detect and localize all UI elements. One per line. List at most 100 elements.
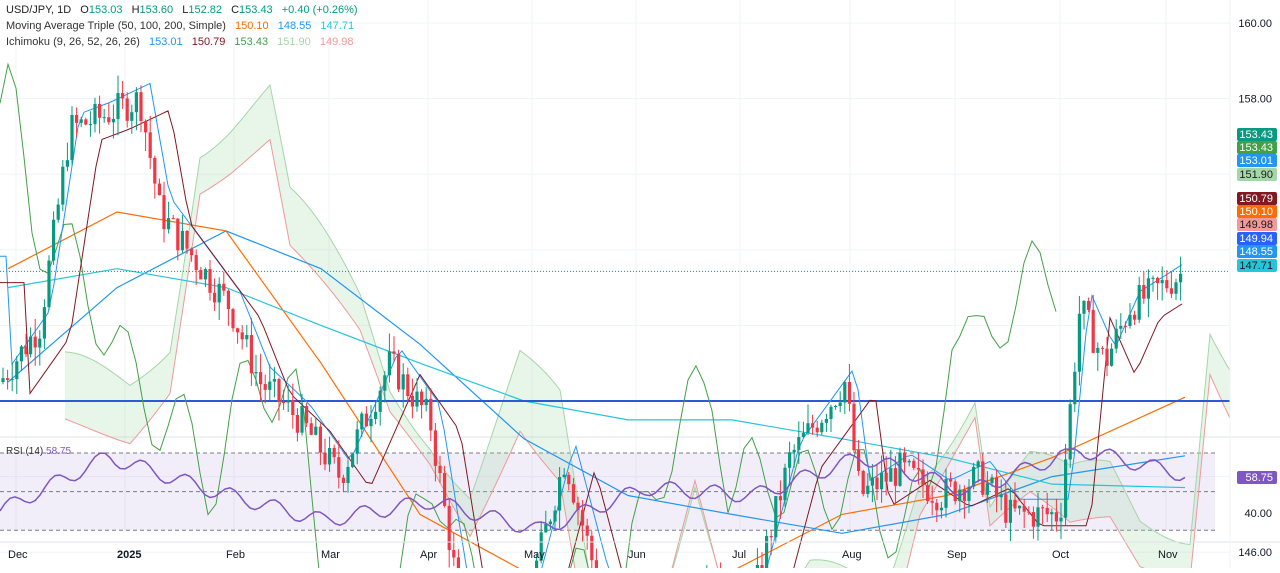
time-axis-label: May (524, 549, 545, 561)
candle-body (884, 472, 888, 482)
candle-body (778, 496, 782, 501)
candle-body (213, 292, 217, 303)
candle-body (167, 218, 171, 230)
candle-body (1096, 347, 1100, 353)
candle-body (1142, 285, 1146, 299)
candle-body (852, 403, 856, 451)
candle-body (185, 230, 189, 249)
rsi-legend: RSI (14) 58.75 (6, 446, 71, 457)
rsi-badge-value: 58.75 (1245, 472, 1273, 484)
rsi-value: 58.75 (46, 446, 72, 457)
candle-body (433, 430, 437, 466)
candle-body (387, 351, 391, 376)
time-axis-label: Apr (420, 549, 437, 561)
candle-body (364, 413, 368, 427)
candle-body (374, 411, 378, 419)
lagging-value: 153.43 (234, 36, 269, 48)
candle-body (1013, 499, 1017, 509)
candle-body (935, 502, 939, 511)
candle-body (1064, 459, 1068, 518)
candle-body (61, 166, 65, 205)
candle-body (111, 118, 115, 123)
candle-body (1027, 511, 1031, 513)
candle-body (323, 452, 327, 465)
candle-body (102, 117, 106, 119)
time-axis-label: Sep (947, 549, 967, 561)
candle-body (38, 338, 42, 348)
candle-body (893, 468, 897, 486)
candle-body (443, 473, 447, 506)
candle-body (544, 524, 548, 533)
symbol-legend: USD/JPY, 1D O153.03 H153.60 L152.82 C153… (6, 3, 364, 17)
time-axis-label: Jun (628, 549, 646, 561)
candle-body (985, 483, 989, 495)
rsi-line (0, 448, 1186, 533)
candle-body (1045, 507, 1049, 515)
time-axis-label: Dec (8, 549, 28, 561)
price-badge-value: 153.43 (1239, 129, 1273, 141)
candle-body (1146, 278, 1150, 299)
candle-body (300, 406, 304, 433)
candle-body (6, 378, 10, 381)
candle-body (337, 457, 341, 478)
candle-body (47, 260, 51, 308)
candle-body (360, 413, 364, 430)
candle-body (318, 426, 322, 453)
candle-body (24, 346, 28, 355)
rsi-badge (1237, 471, 1277, 484)
candle-body (1165, 280, 1169, 289)
candle-body (56, 204, 60, 220)
candle-body (125, 98, 129, 121)
candle-body (944, 479, 948, 508)
candle-body (65, 160, 69, 167)
candle-body (811, 423, 815, 428)
candle-body (447, 505, 451, 551)
candle-body (84, 119, 88, 125)
candle-body (1054, 512, 1058, 522)
candle-body (1169, 288, 1173, 294)
candle-body (351, 453, 355, 467)
candle-body (314, 426, 318, 435)
candle-body (130, 112, 134, 121)
ma200-value: 147.71 (320, 20, 355, 32)
ichimoku-span-a (64, 83, 1231, 573)
candle-body (999, 494, 1003, 498)
price-badge-value: 153.01 (1239, 155, 1273, 167)
candle-body (282, 402, 286, 404)
candle-body (378, 390, 382, 412)
candle-body (834, 406, 838, 408)
candle-body (866, 485, 870, 494)
candle-body (88, 124, 92, 126)
candle-body (452, 550, 456, 558)
candle-body (305, 406, 309, 424)
price-badge (1237, 232, 1277, 245)
candle-body (535, 560, 539, 573)
candle-body (42, 307, 46, 339)
candle-body (134, 92, 138, 113)
candle-body (1008, 499, 1012, 523)
candle-body (788, 452, 792, 468)
candle-body (291, 400, 295, 416)
candle-body (585, 525, 589, 536)
candle-body (217, 283, 221, 303)
ma100-value: 148.55 (277, 20, 312, 32)
candle-body (277, 379, 281, 403)
candle-body (861, 470, 865, 494)
close-value: C153.43 (231, 4, 273, 16)
candle-body (907, 460, 911, 463)
candle-body (236, 328, 240, 333)
candle-body (415, 391, 419, 407)
candle-body (139, 92, 143, 122)
candle-body (33, 336, 37, 348)
rsi-label: RSI (14) (6, 446, 44, 457)
candle-body (774, 496, 778, 538)
candle-body (341, 477, 345, 484)
price-badge (1237, 141, 1277, 154)
candle-body (272, 379, 276, 382)
price-axis-label: 160.00 (1238, 18, 1272, 30)
candle-body (903, 452, 907, 463)
candle-body (429, 398, 433, 431)
candle-body (29, 336, 33, 355)
